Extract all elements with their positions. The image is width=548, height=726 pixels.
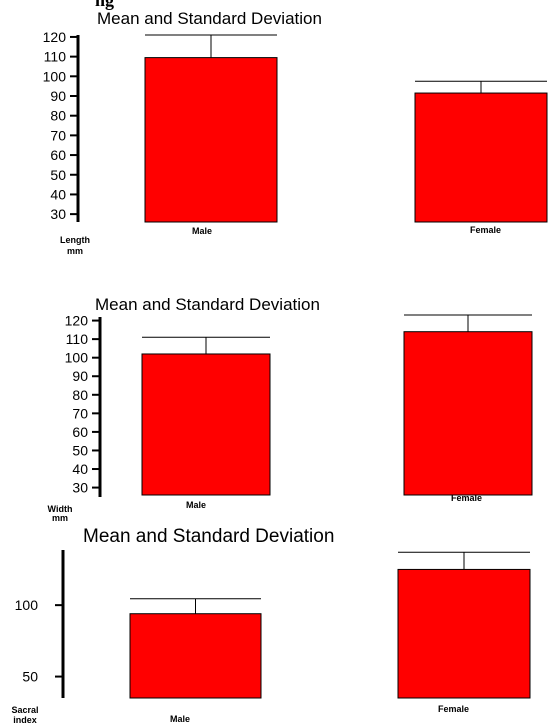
chart-title: Mean and Standard Deviation xyxy=(97,9,322,28)
y-tick-label: 110 xyxy=(66,331,89,347)
chart-length-svg: Mean and Standard Deviation 30 40 50 60 70 80 9… xyxy=(43,9,548,256)
chart-panel-width: Mean and Standard Deviation 30 40 50 60 70 80 9… xyxy=(0,280,548,523)
y-tick-label: 100 xyxy=(65,350,89,366)
y-tick-label: 110 xyxy=(44,49,67,65)
y-tick-label: 90 xyxy=(50,88,66,104)
y-tick-label: 100 xyxy=(15,597,39,613)
bar xyxy=(129,613,262,699)
category-label: Female xyxy=(451,493,482,503)
y-tick-label: 70 xyxy=(50,127,66,143)
y-axis-label: Sacral xyxy=(11,705,38,715)
page-heading-fragment: ng xyxy=(95,0,115,10)
category-label: Female xyxy=(470,225,501,235)
y-tick-label: 80 xyxy=(50,108,66,124)
y-axis-label: Width xyxy=(48,504,73,514)
y-tick-label: 120 xyxy=(65,313,89,329)
y-tick-label: 30 xyxy=(50,206,66,222)
y-tick-label: 90 xyxy=(72,368,88,384)
y-tick-label: 30 xyxy=(72,480,88,496)
chart-width-svg: Mean and Standard Deviation 30 40 50 60 70 80 9… xyxy=(48,295,533,523)
y-axis-label: index xyxy=(13,715,37,725)
bar xyxy=(141,353,271,496)
category-label: Male xyxy=(192,226,212,236)
y-axis-label: mm xyxy=(52,513,68,523)
y-tick-label: 40 xyxy=(72,461,88,477)
y-tick-label: 100 xyxy=(43,68,67,84)
category-label: Male xyxy=(170,714,190,724)
y-axis-label: mm xyxy=(67,246,83,256)
y-axis-label: Length xyxy=(60,235,90,245)
y-tick-label: 80 xyxy=(72,387,88,403)
chart-title: Mean and Standard Deviation xyxy=(95,295,320,314)
y-tick-label: 50 xyxy=(22,669,38,685)
chart-sacral-index-svg: Mean and Standard Deviation 50 100 Male Fema… xyxy=(11,526,531,725)
y-tick-label: 60 xyxy=(50,147,66,163)
bar xyxy=(414,92,548,223)
y-tick-label: 70 xyxy=(72,405,88,421)
bar xyxy=(397,568,531,699)
chart-panel-length: Mean and Standard Deviation 30 40 50 60 70 80 9… xyxy=(0,0,548,265)
category-label: Female xyxy=(438,704,469,714)
bar xyxy=(144,57,278,223)
category-label: Male xyxy=(186,500,206,510)
y-tick-label: 120 xyxy=(43,29,67,45)
y-tick-label: 60 xyxy=(72,424,88,440)
chart-panel-sacral-index: Mean and Standard Deviation 50 100 Male Fema… xyxy=(0,518,548,726)
y-tick-label: 50 xyxy=(50,167,66,183)
chart-title: Mean and Standard Deviation xyxy=(83,526,334,547)
y-tick-label: 50 xyxy=(72,442,88,458)
bar xyxy=(403,331,533,496)
y-tick-label: 40 xyxy=(50,186,66,202)
